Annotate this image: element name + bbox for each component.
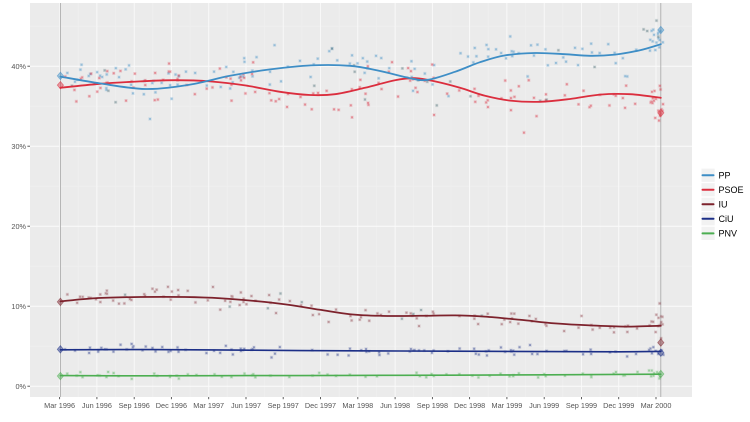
svg-text:Jun 1997: Jun 1997 — [231, 401, 261, 410]
svg-text:Mar 1999: Mar 1999 — [491, 401, 522, 410]
svg-text:40%: 40% — [11, 62, 26, 71]
svg-text:Sep 1997: Sep 1997 — [268, 401, 299, 410]
svg-text:PP: PP — [719, 170, 731, 180]
svg-text:Dec 1999: Dec 1999 — [603, 401, 634, 410]
svg-text:Dec 1997: Dec 1997 — [305, 401, 336, 410]
svg-text:Dec 1996: Dec 1996 — [156, 401, 187, 410]
svg-text:20%: 20% — [11, 222, 26, 231]
svg-text:IU: IU — [719, 199, 728, 209]
svg-text:Sep 1996: Sep 1996 — [119, 401, 150, 410]
svg-text:10%: 10% — [11, 302, 26, 311]
svg-text:Dec 1998: Dec 1998 — [454, 401, 485, 410]
svg-text:30%: 30% — [11, 142, 26, 151]
svg-text:Jun 1998: Jun 1998 — [380, 401, 410, 410]
svg-text:Mar 1997: Mar 1997 — [193, 401, 224, 410]
svg-text:Jun 1999: Jun 1999 — [529, 401, 559, 410]
svg-text:Mar 1998: Mar 1998 — [342, 401, 373, 410]
svg-text:PNV: PNV — [719, 229, 738, 239]
svg-text:0%: 0% — [15, 382, 26, 391]
svg-text:Sep 1999: Sep 1999 — [566, 401, 597, 410]
svg-text:Jun 1996: Jun 1996 — [82, 401, 112, 410]
svg-text:Mar 1996: Mar 1996 — [44, 401, 75, 410]
svg-text:CiU: CiU — [719, 214, 734, 224]
svg-text:PSOE: PSOE — [719, 185, 744, 195]
svg-text:Mar 2000: Mar 2000 — [641, 401, 672, 410]
svg-text:Sep 1998: Sep 1998 — [417, 401, 448, 410]
